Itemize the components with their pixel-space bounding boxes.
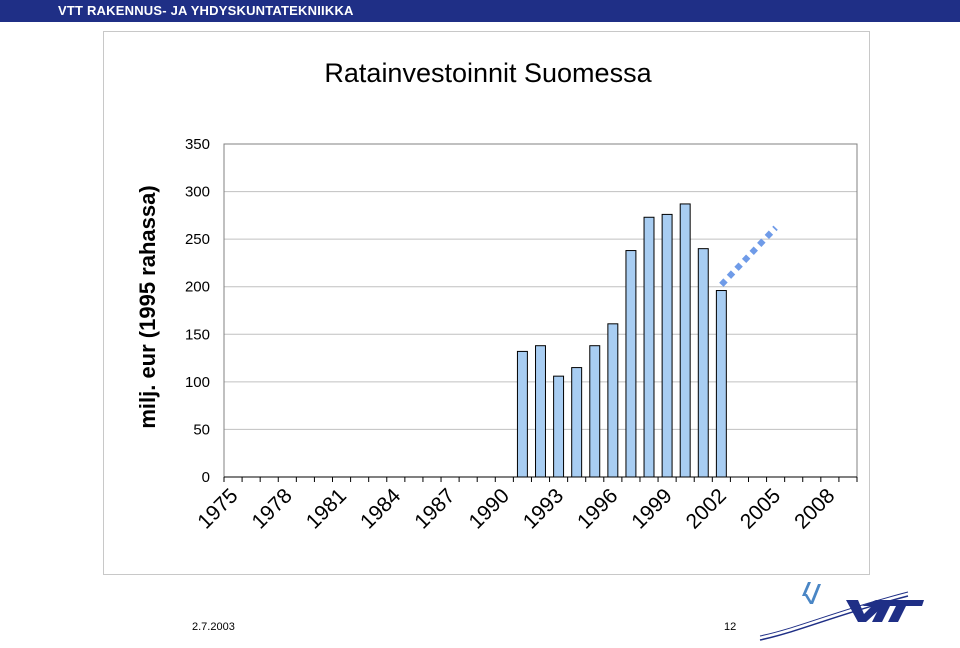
bars <box>516 203 727 478</box>
bar <box>643 216 655 478</box>
y-tick-label: 350 <box>185 136 210 153</box>
x-tick-label: 2008 <box>790 484 839 533</box>
y-tick-label: 150 <box>185 326 210 343</box>
x-tick-label: 1987 <box>410 484 459 533</box>
footer-date: 2.7.2003 <box>192 621 235 633</box>
vtt-logo <box>759 582 924 641</box>
chart-title: Ratainvestoinnit Suomessa <box>324 58 652 88</box>
bar <box>571 367 583 478</box>
x-tick-label: 1984 <box>356 484 406 534</box>
x-tick-label: 1990 <box>465 484 514 533</box>
y-tick-label: 100 <box>185 374 210 391</box>
x-tick-label: 1978 <box>248 484 297 533</box>
x-tick-label: 1996 <box>573 484 622 533</box>
bar <box>516 350 528 478</box>
x-tick-label: 2005 <box>736 484 785 533</box>
bar <box>715 290 727 478</box>
header-title: VTT RAKENNUS- JA YHDYSKUNTATEKNIIKKA <box>58 3 354 18</box>
chart-frame <box>103 31 870 575</box>
x-tick-label: 1993 <box>519 484 568 533</box>
x-tick-labels: 1975 1978 1981 1984 1987 1990 1993 1996 1999 2002… <box>193 484 839 534</box>
y-tick-label: 200 <box>185 279 210 296</box>
y-axis-label: milj. eur (1995 rahassa) <box>135 185 160 428</box>
y-tick-label: 250 <box>185 231 210 248</box>
bar <box>607 323 619 478</box>
x-tick-label: 1975 <box>193 484 242 533</box>
y-tick-label: 50 <box>193 421 210 438</box>
bar <box>625 250 637 478</box>
x-tick-label: 2002 <box>682 484 731 533</box>
y-tick-label: 300 <box>185 184 210 201</box>
page-number: 12 <box>724 621 737 633</box>
bar <box>661 213 673 478</box>
header-bar: VTT RAKENNUS- JA YHDYSKUNTATEKNIIKKA <box>0 0 960 22</box>
bar <box>697 248 709 478</box>
forecast-line <box>719 225 778 287</box>
y-tick-labels: 0 50 100 150 200 250 300 350 <box>185 136 210 486</box>
bar <box>589 345 601 478</box>
x-tick-label: 1981 <box>302 484 351 533</box>
bar <box>553 375 565 478</box>
bar <box>535 345 546 478</box>
x-tick-label: 1999 <box>627 484 676 533</box>
bar <box>679 203 691 478</box>
forecast-series <box>719 225 778 287</box>
y-tick-label: 0 <box>202 469 210 486</box>
